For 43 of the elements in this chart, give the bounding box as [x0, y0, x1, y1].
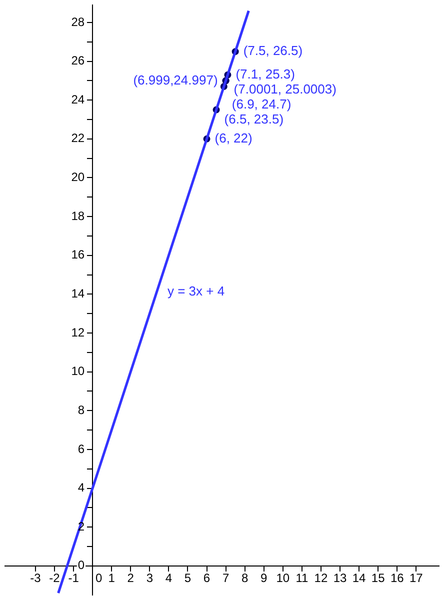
x-tick-label: 4	[165, 571, 172, 586]
annotation: y = 3x + 4	[167, 284, 225, 299]
data-label: (6.5, 23.5)	[224, 111, 284, 126]
x-tick-label: 15	[371, 571, 386, 586]
y-tick-label: 26	[71, 54, 85, 68]
x-tick-label: 13	[333, 571, 348, 586]
y-tick-label: 10	[71, 364, 85, 378]
y-tick-label: 24	[71, 92, 85, 106]
x-tick-label: -1	[68, 571, 80, 586]
data-label: (7.1, 25.3)	[236, 66, 295, 82]
data-label: (7.5, 26.5)	[243, 43, 303, 58]
y-tick-label: 20	[71, 170, 85, 184]
y-tick-label: 6	[78, 442, 85, 456]
x-tick-label: 14	[352, 571, 366, 586]
y-tick-label: 28	[71, 14, 85, 29]
x-tick-label: -2	[49, 571, 60, 586]
y-tick-label: 16	[71, 248, 85, 262]
x-tick-label: 8	[242, 571, 248, 586]
x-tick-label: 9	[260, 571, 268, 586]
x-tick-label: 17	[409, 571, 424, 586]
y-tick-label: 4	[78, 480, 85, 495]
x-tick-label: 0	[96, 571, 103, 586]
x-tick-label: 3	[146, 571, 154, 586]
x-tick-label: 5	[184, 571, 192, 586]
x-tick-label: 7	[222, 571, 230, 586]
y-tick-label: 0	[78, 558, 85, 572]
y-tick-label: 22	[71, 131, 85, 146]
x-tick-label: 12	[314, 571, 328, 586]
y-tick-label: 12	[71, 325, 85, 340]
data-label: (6.999,24.997)	[133, 72, 218, 88]
x-tick-label: 6	[203, 571, 210, 586]
x-tick-label: 2	[127, 571, 134, 586]
x-tick-label: -3	[30, 571, 42, 586]
data-label: (6.9, 24.7)	[232, 96, 292, 112]
x-tick-label: 11	[296, 571, 308, 586]
data-label: (7.0001, 25.0003)	[234, 81, 336, 96]
x-tick-label: 10	[276, 571, 290, 586]
y-tick-label: 8	[78, 402, 85, 417]
data-label: (6, 22)	[214, 130, 252, 146]
y-tick-label: 14	[71, 286, 85, 300]
x-tick-label: 16	[390, 571, 404, 586]
x-tick-label: 1	[108, 571, 116, 586]
y-tick-label: 18	[71, 208, 85, 223]
